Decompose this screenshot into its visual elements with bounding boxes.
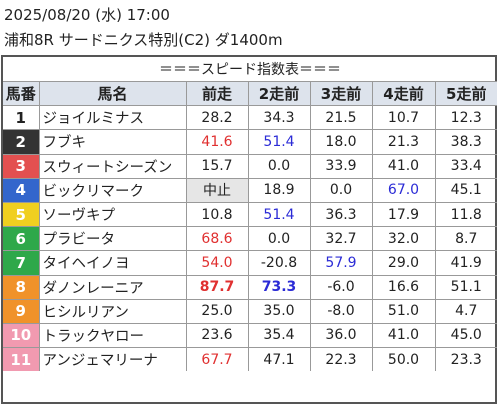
speed-index-cell: 54.0 — [185, 250, 249, 276]
speed-index-cell: 73.3 — [247, 274, 311, 300]
speed-index-cell: 47.1 — [247, 347, 311, 372]
speed-index-cell: 32.7 — [309, 226, 373, 252]
race-5-header: 5走前 — [434, 80, 497, 107]
speed-index-cell: 57.9 — [309, 250, 373, 276]
speed-index-cell: 8.7 — [434, 226, 497, 252]
speed-index-cell: 34.3 — [247, 105, 311, 131]
speed-index-cell: 36.3 — [309, 201, 373, 228]
speed-index-cell: 21.5 — [309, 105, 373, 131]
horse-name: ビックリマーク — [38, 177, 187, 203]
speed-index-cell: 0.0 — [247, 153, 311, 179]
speed-index-cell: 50.0 — [371, 347, 436, 372]
table-title: ＝＝＝スピード指数表＝＝＝ — [3, 57, 497, 82]
horse-number: 7 — [3, 250, 40, 276]
speed-index-cell: 51.4 — [247, 201, 311, 228]
speed-index-cell: 35.4 — [247, 322, 311, 349]
speed-index-cell: -6.0 — [309, 274, 373, 300]
horse-name: ダノンレーニア — [38, 274, 187, 300]
speed-index-cell: 41.0 — [371, 153, 436, 179]
speed-index-cell: 18.9 — [247, 177, 311, 203]
speed-index-cell: 32.0 — [371, 226, 436, 252]
speed-index-cell: 41.6 — [185, 129, 249, 155]
horse-name: フブキ — [38, 129, 187, 155]
speed-index-cell: 4.7 — [434, 298, 497, 324]
speed-index-cell: 10.8 — [185, 201, 249, 228]
horse-number: 9 — [3, 298, 40, 324]
race-2-header: 2走前 — [247, 80, 311, 107]
horse-name: トラックヤロー — [38, 322, 187, 349]
horse-name: プラビータ — [38, 226, 187, 252]
speed-index-cell: 18.0 — [309, 129, 373, 155]
table-row: 6 プラビータ 68.6 0.0 32.7 32.0 8.7 — [3, 226, 497, 252]
speed-index-cell: -20.8 — [247, 250, 311, 276]
horse-number: 4 — [3, 177, 40, 203]
speed-index-cell: 22.3 — [309, 347, 373, 372]
speed-index-cell: 23.3 — [434, 347, 497, 372]
speed-index-cell: 36.0 — [309, 322, 373, 349]
speed-index-cell: 45.0 — [434, 322, 497, 349]
table-row: 10 トラックヤロー 23.6 35.4 36.0 41.0 45.0 — [3, 322, 497, 349]
horse-name: タイヘイノヨ — [38, 250, 187, 276]
speed-index-cell: 29.0 — [371, 250, 436, 276]
speed-index-cell: 21.3 — [371, 129, 436, 155]
race-3-header: 3走前 — [309, 80, 373, 107]
speed-index-cell: 45.1 — [434, 177, 497, 203]
table-row: 3 スウィートシーズン 15.7 0.0 33.9 41.0 33.4 — [3, 153, 497, 179]
horse-name: スウィートシーズン — [38, 153, 187, 179]
horse-number: 2 — [3, 129, 40, 155]
speed-index-cell: 16.6 — [371, 274, 436, 300]
table-row: 1 ジョイルミナス 28.2 34.3 21.5 10.7 12.3 — [3, 105, 497, 131]
speed-index-cell: 87.7 — [185, 274, 249, 300]
speed-index-cell: 51.0 — [371, 298, 436, 324]
table-row: 4 ビックリマーク 中止 18.9 0.0 67.0 45.1 — [3, 177, 497, 203]
table-row: 11 アンジェマリーナ 67.7 47.1 22.3 50.0 23.3 — [3, 347, 497, 372]
speed-index-table: ＝＝＝スピード指数表＝＝＝ 馬番 馬名 前走 2走前 3走前 4走前 5走前 1 ジョイルミナ… — [1, 55, 497, 404]
speed-index-cell: 33.9 — [309, 153, 373, 179]
horse-name: アンジェマリーナ — [38, 347, 187, 372]
horse-number: 8 — [3, 274, 40, 300]
speed-index-cell: 11.8 — [434, 201, 497, 228]
horse-number-header: 馬番 — [3, 80, 40, 107]
speed-index-cell: 0.0 — [309, 177, 373, 203]
horse-name: ヒシルリアン — [38, 298, 187, 324]
speed-index-cell: 67.0 — [371, 177, 436, 203]
speed-index-cell: 28.2 — [185, 105, 249, 131]
speed-index-cell: 38.3 — [434, 129, 497, 155]
speed-index-cell: 中止 — [185, 177, 249, 203]
speed-index-cell: 68.6 — [185, 226, 249, 252]
speed-index-cell: -8.0 — [309, 298, 373, 324]
horse-name: ソーヴキプ — [38, 201, 187, 228]
speed-index-cell: 51.1 — [434, 274, 497, 300]
speed-index-cell: 10.7 — [371, 105, 436, 131]
horse-number: 6 — [3, 226, 40, 252]
speed-index-cell: 25.0 — [185, 298, 249, 324]
race-datetime: 2025/08/20 (水) 17:00 — [4, 6, 170, 24]
table-row: 7 タイヘイノヨ 54.0 -20.8 57.9 29.0 41.9 — [3, 250, 497, 276]
table-row: 2 フブキ 41.6 51.4 18.0 21.3 38.3 — [3, 129, 497, 155]
speed-index-cell: 51.4 — [247, 129, 311, 155]
speed-index-cell: 41.9 — [434, 250, 497, 276]
speed-index-cell: 41.0 — [371, 322, 436, 349]
table-row: 5 ソーヴキプ 10.8 51.4 36.3 17.9 11.8 — [3, 201, 497, 228]
speed-index-cell: 17.9 — [371, 201, 436, 228]
last-race-header: 前走 — [185, 80, 249, 107]
speed-index-cell: 67.7 — [185, 347, 249, 372]
speed-index-cell: 12.3 — [434, 105, 497, 131]
speed-index-cell: 0.0 — [247, 226, 311, 252]
speed-index-cell: 15.7 — [185, 153, 249, 179]
table-row: 9 ヒシルリアン 25.0 35.0 -8.0 51.0 4.7 — [3, 298, 497, 324]
speed-index-cell: 33.4 — [434, 153, 497, 179]
table-row: 8 ダノンレーニア 87.7 73.3 -6.0 16.6 51.1 — [3, 274, 497, 300]
race-title: 浦和8R サードニクス特別(C2) ダ1400m — [4, 31, 283, 49]
horse-number: 5 — [3, 201, 40, 228]
horse-number: 3 — [3, 153, 40, 179]
speed-index-cell: 23.6 — [185, 322, 249, 349]
horse-name: ジョイルミナス — [38, 105, 187, 131]
horse-name-header: 馬名 — [38, 80, 187, 107]
speed-index-cell: 35.0 — [247, 298, 311, 324]
horse-number: 10 — [3, 322, 40, 349]
horse-number: 11 — [3, 347, 40, 372]
horse-number: 1 — [3, 105, 40, 131]
race-4-header: 4走前 — [371, 80, 436, 107]
